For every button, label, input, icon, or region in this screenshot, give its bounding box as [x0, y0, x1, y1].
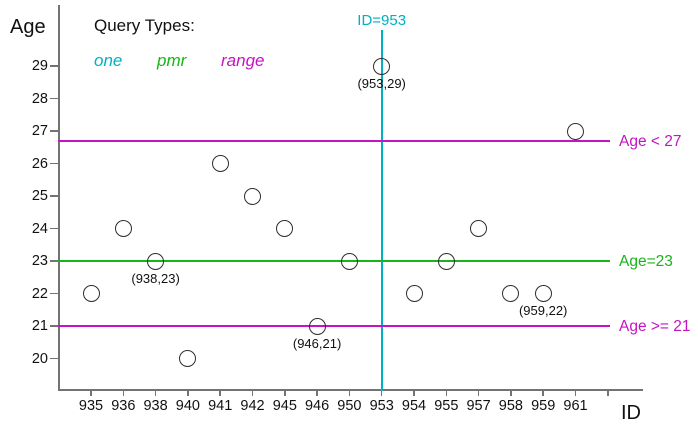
data-point — [405, 285, 423, 302]
data-point — [567, 122, 584, 140]
x-axis-tick — [607, 390, 609, 396]
data-point — [147, 252, 165, 270]
x-tick-label: 935 — [78, 398, 104, 414]
x-axis-tick — [348, 390, 351, 396]
x-tick-label: 938 — [143, 398, 168, 414]
legend-item-one: one — [94, 51, 123, 70]
x-axis-tick — [251, 390, 254, 396]
data-point — [308, 317, 326, 335]
data-point — [244, 187, 261, 205]
query-line-pmr — [57, 259, 610, 263]
x-axis-tick — [122, 390, 125, 396]
y-axis-tick — [50, 292, 58, 295]
x-tick-label: 959 — [531, 398, 556, 414]
data-point — [211, 155, 229, 172]
y-axis-tick — [50, 130, 58, 132]
x-axis-line — [57, 388, 643, 391]
query-line-label: Age=23 — [619, 253, 673, 270]
query-line-range — [57, 324, 610, 328]
data-point-label: (946,21) — [292, 335, 342, 351]
x-axis-tick — [284, 390, 286, 396]
x-tick-label: 954 — [401, 398, 427, 414]
y-tick-label: 29 — [31, 58, 48, 74]
data-point — [276, 220, 294, 237]
x-tick-label: 940 — [175, 398, 200, 414]
y-axis-tick — [50, 65, 58, 67]
y-tick-label: 26 — [31, 155, 48, 172]
data-point-label: (959,22) — [518, 303, 568, 318]
x-tick-label: 941 — [208, 398, 233, 414]
query-line-range — [57, 139, 610, 142]
data-point — [470, 220, 488, 237]
y-tick-label: 27 — [31, 123, 48, 139]
x-axis-title: ID — [621, 402, 641, 424]
x-tick-label: 958 — [498, 398, 523, 414]
x-axis-tick — [542, 390, 544, 396]
x-axis-tick — [574, 390, 577, 396]
x-tick-label: 942 — [240, 398, 265, 414]
y-axis-title: Age — [10, 16, 46, 38]
data-point — [437, 252, 455, 270]
data-point-label: (938,23) — [131, 270, 180, 286]
x-tick-label: 955 — [434, 398, 459, 414]
y-tick-label: 28 — [31, 90, 48, 107]
y-axis-tick — [50, 260, 58, 262]
y-axis-tick — [50, 357, 58, 360]
data-point-label: (953,29) — [357, 75, 406, 91]
x-axis-tick — [413, 390, 415, 396]
y-tick-label: 24 — [31, 220, 48, 237]
x-axis-tick — [477, 390, 480, 396]
y-axis-tick — [50, 227, 58, 230]
data-point — [373, 57, 391, 75]
x-tick-label: 936 — [111, 398, 136, 414]
x-axis-tick — [154, 390, 157, 396]
legend-item-pmr: pmr — [157, 51, 187, 70]
query-line-label: Age >= 21 — [619, 318, 691, 335]
query-line-label: ID=953 — [357, 12, 407, 29]
y-axis-line — [57, 5, 60, 391]
y-tick-label: 20 — [31, 350, 48, 367]
y-axis-tick — [50, 195, 58, 197]
data-point — [114, 220, 132, 237]
data-point — [340, 252, 358, 270]
data-point — [502, 285, 520, 302]
legend-item-range: range — [221, 51, 265, 70]
x-axis-tick — [380, 390, 383, 396]
x-axis-tick — [445, 390, 448, 396]
x-tick-label: 957 — [466, 398, 491, 414]
x-tick-label: 946 — [304, 398, 330, 414]
x-axis-tick — [187, 390, 189, 396]
y-tick-label: 23 — [31, 253, 48, 269]
query-line-one — [380, 30, 383, 391]
y-tick-label: 25 — [31, 188, 48, 204]
x-tick-label: 961 — [563, 398, 588, 414]
x-tick-label: 945 — [272, 398, 297, 414]
x-axis-tick — [219, 390, 221, 396]
query-line-label: Age < 27 — [619, 132, 682, 150]
y-tick-label: 22 — [31, 285, 48, 302]
x-axis-tick — [316, 390, 318, 396]
y-tick-label: 21 — [31, 318, 48, 334]
data-point — [534, 285, 552, 302]
x-tick-label: 953 — [369, 398, 394, 414]
legend-heading: Query Types: — [94, 16, 195, 35]
y-axis-tick — [50, 162, 58, 165]
data-point — [179, 350, 197, 367]
data-point — [82, 285, 100, 302]
x-tick-label: 950 — [337, 398, 362, 414]
x-axis-tick — [510, 390, 512, 396]
y-axis-tick — [50, 325, 58, 327]
x-axis-tick — [90, 390, 92, 396]
y-axis-tick — [50, 97, 58, 100]
